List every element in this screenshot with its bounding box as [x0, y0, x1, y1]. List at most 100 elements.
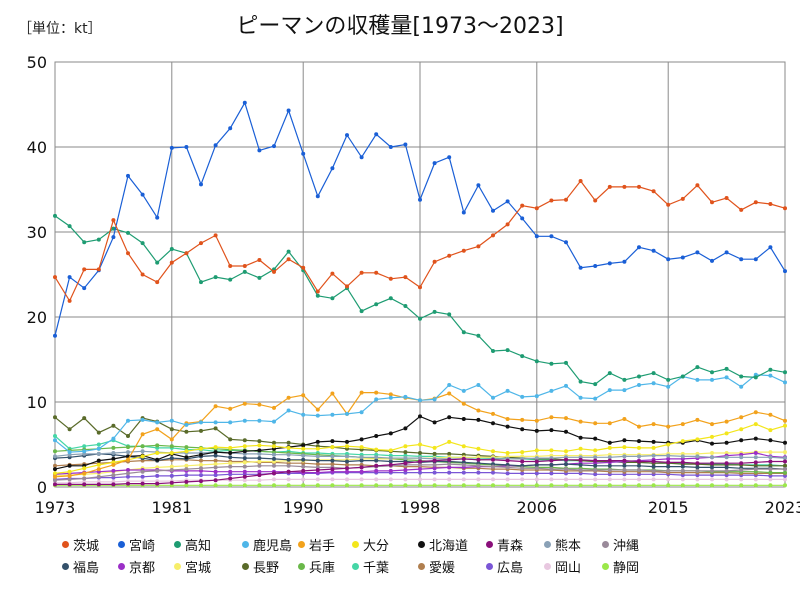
data-point	[447, 383, 452, 387]
data-point	[695, 183, 700, 188]
data-point	[418, 316, 422, 321]
data-point	[432, 451, 437, 456]
data-point	[505, 471, 510, 476]
legend-marker	[298, 541, 305, 548]
data-point	[564, 457, 568, 462]
legend-item: 兵庫	[298, 557, 335, 576]
legend-item: 福島	[62, 557, 99, 576]
data-point	[724, 483, 729, 488]
legend-item: 長野	[242, 557, 279, 576]
data-point	[724, 477, 729, 482]
legend-item: 宮城	[174, 557, 211, 576]
legend-item: 鹿児島	[242, 535, 292, 554]
data-point	[651, 248, 656, 253]
data-point	[491, 483, 495, 488]
data-point	[140, 432, 145, 437]
data-point	[199, 280, 203, 285]
data-point	[199, 241, 203, 246]
data-point	[447, 439, 452, 444]
data-point	[622, 463, 627, 468]
data-point	[374, 468, 379, 473]
data-point	[140, 417, 145, 422]
data-point	[491, 477, 495, 482]
series-岡山	[53, 477, 787, 485]
data-point	[169, 437, 174, 442]
data-point	[476, 483, 481, 488]
data-point	[491, 233, 495, 238]
data-point	[651, 371, 656, 376]
data-point	[783, 483, 787, 488]
data-point	[272, 471, 276, 476]
data-point	[680, 374, 685, 379]
data-point	[622, 468, 627, 472]
data-point	[374, 483, 379, 488]
data-point	[184, 467, 189, 472]
data-point	[476, 244, 481, 249]
data-point	[169, 427, 174, 432]
data-point	[447, 477, 452, 482]
data-point	[242, 401, 247, 406]
data-point	[637, 424, 641, 429]
data-point	[228, 437, 233, 442]
data-point	[359, 469, 364, 474]
data-point	[607, 371, 612, 376]
data-point	[315, 407, 320, 412]
data-point	[505, 477, 510, 482]
data-point	[724, 465, 729, 470]
legend-marker	[418, 563, 425, 570]
data-point	[169, 444, 174, 449]
data-point	[520, 427, 525, 432]
data-point	[461, 330, 466, 335]
legend-marker	[242, 563, 249, 570]
data-point	[534, 466, 539, 471]
data-point	[155, 473, 160, 478]
data-point	[111, 451, 116, 455]
data-point	[695, 483, 700, 488]
data-point	[213, 426, 218, 431]
data-point	[374, 455, 379, 460]
data-point	[783, 380, 787, 385]
data-point	[301, 443, 306, 448]
data-point	[534, 456, 539, 461]
data-point	[564, 477, 568, 482]
data-point	[82, 267, 87, 272]
data-point	[315, 468, 320, 472]
legend-label: 静岡	[613, 561, 640, 576]
data-point	[724, 375, 729, 380]
data-point	[505, 348, 510, 353]
legend-item: 静岡	[602, 557, 639, 576]
data-point	[739, 477, 744, 482]
data-point	[564, 449, 568, 454]
data-point	[140, 272, 145, 277]
data-point	[315, 413, 320, 418]
data-point	[169, 260, 174, 265]
legend-marker	[486, 563, 493, 570]
data-point	[403, 468, 408, 472]
data-point	[272, 452, 276, 457]
data-point	[491, 464, 495, 469]
data-point	[418, 451, 422, 455]
data-point	[359, 155, 364, 160]
data-point	[53, 467, 57, 472]
data-point	[476, 470, 481, 475]
data-point	[330, 462, 335, 467]
data-point	[111, 226, 116, 231]
data-point	[388, 477, 393, 482]
data-point	[578, 395, 583, 400]
data-point	[184, 251, 189, 256]
x-tick-label: 2006	[516, 498, 557, 517]
data-point	[374, 132, 379, 137]
data-point	[578, 457, 583, 462]
data-point	[783, 470, 787, 475]
data-point	[476, 333, 481, 338]
data-point	[724, 461, 729, 466]
data-point	[330, 458, 335, 463]
data-point	[549, 477, 554, 482]
data-point	[753, 375, 758, 380]
data-point	[111, 218, 116, 223]
data-point	[593, 382, 598, 387]
data-point	[753, 422, 758, 427]
data-point	[651, 477, 656, 482]
data-point	[257, 451, 262, 456]
data-point	[53, 449, 57, 454]
